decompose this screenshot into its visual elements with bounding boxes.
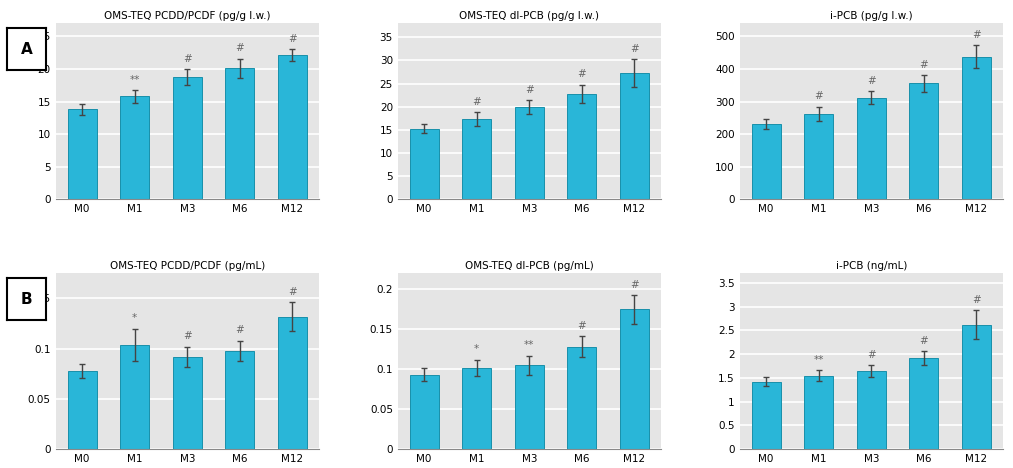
Bar xyxy=(278,55,307,199)
Text: #: # xyxy=(920,336,928,345)
Text: *: * xyxy=(132,314,138,323)
Bar xyxy=(804,114,834,199)
Title: i-PCB (ng/mL): i-PCB (ng/mL) xyxy=(836,261,907,271)
Text: A: A xyxy=(20,42,32,57)
Text: **: ** xyxy=(813,355,824,365)
Text: B: B xyxy=(20,292,32,307)
Bar xyxy=(567,94,597,199)
Bar xyxy=(121,96,149,199)
Title: OMS-TEQ dl-PCB (pg/g l.w.): OMS-TEQ dl-PCB (pg/g l.w.) xyxy=(459,11,600,21)
Bar xyxy=(620,309,649,449)
Bar xyxy=(752,124,781,199)
Bar xyxy=(409,129,439,199)
Bar xyxy=(409,375,439,449)
Text: #: # xyxy=(472,97,481,107)
Text: #: # xyxy=(235,325,244,336)
Bar xyxy=(962,325,991,449)
Text: #: # xyxy=(920,60,928,70)
Bar xyxy=(857,371,885,449)
Bar xyxy=(620,73,649,199)
Text: *: * xyxy=(474,344,479,354)
Bar xyxy=(515,366,544,449)
Title: OMS-TEQ PCDD/PCDF (pg/g l.w.): OMS-TEQ PCDD/PCDF (pg/g l.w.) xyxy=(104,11,270,21)
Text: #: # xyxy=(867,350,875,360)
Text: #: # xyxy=(630,44,639,54)
Bar xyxy=(515,107,544,199)
Text: #: # xyxy=(183,331,191,342)
Text: #: # xyxy=(972,30,981,40)
Bar xyxy=(68,371,96,449)
Bar xyxy=(567,347,597,449)
Bar xyxy=(857,98,885,199)
Bar xyxy=(173,357,202,449)
Text: #: # xyxy=(577,69,587,79)
Bar xyxy=(278,316,307,449)
Text: #: # xyxy=(972,295,981,305)
Bar xyxy=(752,382,781,449)
Text: #: # xyxy=(525,85,534,95)
Text: **: ** xyxy=(130,74,140,85)
Text: #: # xyxy=(235,44,244,53)
Text: #: # xyxy=(288,287,297,297)
Title: OMS-TEQ PCDD/PCDF (pg/mL): OMS-TEQ PCDD/PCDF (pg/mL) xyxy=(109,261,264,271)
Bar xyxy=(173,77,202,199)
Bar xyxy=(804,375,834,449)
Text: #: # xyxy=(577,321,587,331)
Bar xyxy=(462,368,491,449)
Bar xyxy=(121,345,149,449)
Title: OMS-TEQ dl-PCB (pg/mL): OMS-TEQ dl-PCB (pg/mL) xyxy=(465,261,594,271)
Text: #: # xyxy=(814,91,824,101)
Bar xyxy=(462,119,491,199)
Text: #: # xyxy=(183,54,191,64)
Bar xyxy=(225,351,254,449)
Bar xyxy=(910,358,938,449)
Text: #: # xyxy=(288,34,297,44)
Bar xyxy=(962,57,991,199)
Title: i-PCB (pg/g l.w.): i-PCB (pg/g l.w.) xyxy=(830,11,913,21)
Text: #: # xyxy=(630,279,639,290)
Text: #: # xyxy=(867,76,875,86)
Bar xyxy=(68,110,96,199)
Bar xyxy=(225,68,254,199)
Text: **: ** xyxy=(524,340,535,351)
Bar xyxy=(910,83,938,199)
